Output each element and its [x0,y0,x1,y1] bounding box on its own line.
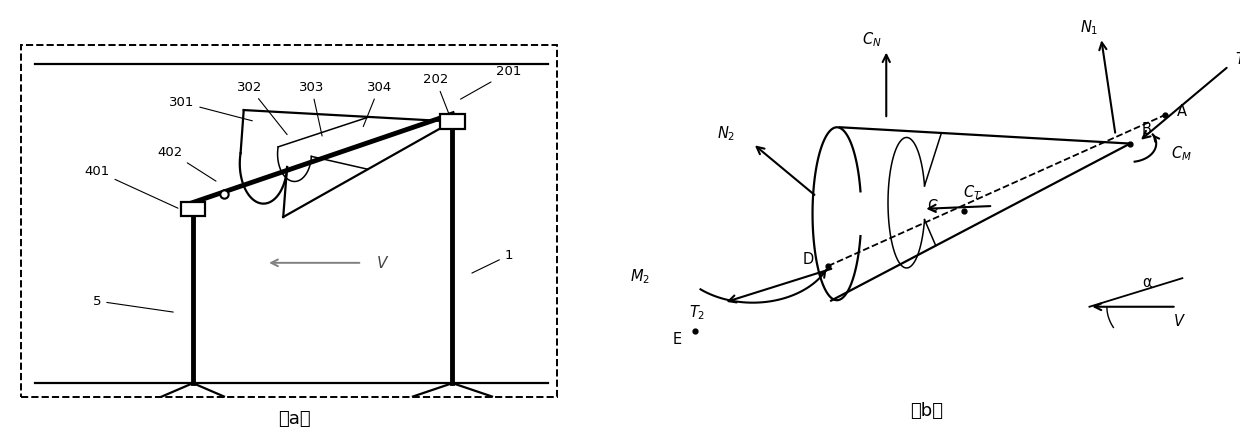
Text: 202: 202 [423,73,449,113]
Text: 304: 304 [363,81,392,127]
Text: C: C [928,199,937,214]
Text: 402: 402 [157,145,216,181]
Text: 1: 1 [472,249,513,273]
Text: D: D [802,252,813,267]
Text: E: E [673,332,682,347]
Text: $T_1$: $T_1$ [1235,51,1240,69]
Bar [440,114,465,129]
Text: 201: 201 [460,66,522,99]
Text: 301: 301 [169,96,252,121]
Bar [181,203,206,216]
Text: 401: 401 [84,164,179,208]
Text: $C_T$: $C_T$ [963,183,982,202]
Text: $N_1$: $N_1$ [1080,18,1099,36]
Text: $M_2$: $M_2$ [630,267,650,286]
Text: 302: 302 [237,81,288,135]
Text: $T_2$: $T_2$ [689,303,706,322]
Text: （b）: （b） [910,402,944,420]
Text: 303: 303 [299,81,324,136]
Text: A: A [1177,104,1187,119]
Text: $C_N$: $C_N$ [862,30,882,49]
Text: $V$: $V$ [376,255,389,271]
Text: $C_M$: $C_M$ [1171,145,1192,163]
Text: 5: 5 [93,295,174,312]
Text: B: B [1142,122,1152,137]
Text: $V$: $V$ [1173,313,1185,329]
Text: $N_2$: $N_2$ [718,124,735,143]
Text: α: α [1143,275,1152,290]
Text: （a）: （a） [278,411,311,428]
